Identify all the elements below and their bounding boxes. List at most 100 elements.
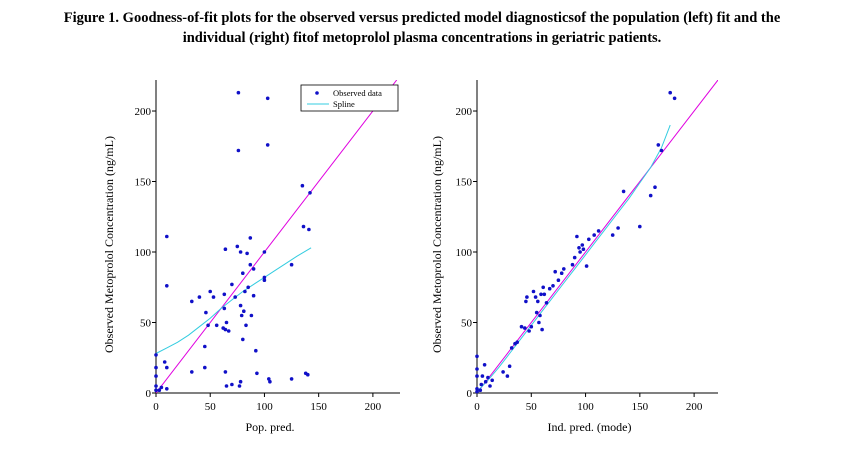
observed-data-point: [538, 313, 542, 318]
observed-data-point: [559, 271, 564, 276]
observed-data-point: [243, 289, 247, 294]
observed-data-point: [486, 375, 490, 380]
observed-data-point: [621, 189, 626, 194]
observed-data-point: [235, 244, 240, 249]
y-tick-label: 50: [140, 318, 152, 330]
observed-data-point: [509, 346, 514, 350]
observed-data-point: [223, 327, 228, 332]
x-tick-label: 150: [632, 401, 649, 413]
observed-data-point: [616, 226, 620, 230]
legend-box: [300, 84, 399, 112]
observed-data-point: [206, 323, 210, 328]
observed-data-point: [262, 275, 267, 280]
observed-data-point: [246, 285, 250, 290]
observed-data-point: [226, 329, 231, 333]
spline-line: [477, 124, 671, 392]
observed-data-point: [525, 295, 529, 299]
observed-data-point: [244, 323, 248, 328]
observed-data-point: [241, 271, 245, 276]
observed-data-point: [211, 295, 216, 299]
observed-data-point: [648, 193, 653, 198]
observed-data-point: [300, 183, 305, 188]
observed-data-point: [656, 143, 661, 147]
observed-data-point: [248, 262, 253, 267]
y-axis-label: Observed Metoprolol Concentration (ng/mL…: [102, 136, 116, 353]
legend-label: Observed data: [333, 88, 382, 98]
observed-data-point: [165, 387, 169, 391]
observed-data-point: [251, 293, 256, 298]
observed-data-point: [519, 324, 524, 329]
observed-data-point: [154, 388, 158, 393]
observed-data-point: [238, 379, 243, 384]
observed-data-point: [265, 96, 270, 101]
y-tick-label: 200: [456, 106, 473, 118]
observed-data-point: [478, 388, 483, 393]
observed-data-point: [265, 143, 270, 147]
observed-data-point: [547, 286, 552, 291]
figure-caption: Figure 1. Goodness-of-fit plots for the …: [0, 8, 844, 48]
y-tick-label: 0: [146, 388, 152, 400]
observed-data-point: [154, 353, 158, 357]
observed-data-point: [475, 367, 479, 371]
observed-data-point: [482, 363, 487, 367]
observed-data-point: [539, 292, 543, 297]
y-axis-label: Observed Metoprolol Concentration (ng/mL…: [430, 136, 444, 353]
y-tick-label: 100: [456, 247, 473, 259]
observed-data-point: [190, 299, 194, 304]
observed-data-point: [577, 246, 581, 250]
observed-data-point: [488, 384, 492, 388]
observed-data-point: [162, 360, 167, 364]
observed-data-point: [505, 374, 510, 378]
observed-data-point: [154, 365, 158, 370]
observed-data-point: [524, 299, 528, 304]
observed-data-point: [537, 320, 541, 325]
observed-data-point: [255, 371, 259, 376]
observed-data-point: [154, 384, 158, 388]
observed-data-point: [541, 285, 545, 290]
observed-data-point: [306, 372, 310, 377]
observed-data-point: [223, 370, 228, 374]
observed-data-point: [515, 340, 519, 345]
observed-data-point: [542, 292, 547, 297]
x-tick-label: 200: [686, 401, 703, 413]
observed-data-point: [307, 227, 311, 232]
observed-data-point: [214, 323, 219, 328]
observed-data-point: [584, 264, 589, 268]
observed-data-point: [237, 384, 242, 388]
x-tick-label: 150: [310, 401, 327, 413]
legend-point-swatch: [315, 91, 319, 95]
y-tick-label: 0: [467, 388, 473, 400]
observed-data-point: [475, 374, 479, 378]
observed-data-point: [208, 289, 212, 294]
observed-data-point: [224, 384, 229, 388]
individual-fit-panel: 0 50 100 150 200 0 50 100 150 200 Ind. pred. (mode…: [430, 80, 718, 434]
x-axis-label: Ind. pred. (mode): [548, 420, 632, 434]
observed-data-point: [480, 374, 485, 378]
observed-data-point: [236, 148, 241, 153]
observed-data-point: [223, 247, 228, 251]
observed-data-point: [190, 370, 194, 374]
observed-data-point: [222, 292, 227, 297]
observed-data-point: [157, 388, 162, 393]
observed-data-point: [289, 377, 294, 381]
observed-data-point: [596, 229, 601, 233]
y-tick-label: 200: [135, 106, 152, 118]
observed-data-point: [668, 90, 672, 95]
observed-data-point: [268, 379, 272, 384]
y-tick-label: 150: [456, 177, 473, 189]
observed-data-point: [580, 243, 585, 247]
observed-data-point: [475, 387, 479, 391]
observed-data-point: [238, 250, 243, 254]
observed-data-point: [236, 90, 241, 95]
observed-data-point: [239, 313, 244, 318]
x-tick-label: 50: [205, 401, 217, 413]
observed-data-point: [475, 389, 479, 394]
observed-data-point: [289, 262, 294, 267]
observed-data-point: [224, 320, 229, 325]
observed-data-point: [610, 233, 615, 237]
observed-data-point: [222, 306, 227, 311]
observed-data-point: [570, 262, 575, 267]
observed-data-point: [230, 382, 234, 387]
observed-data-point: [245, 251, 249, 256]
